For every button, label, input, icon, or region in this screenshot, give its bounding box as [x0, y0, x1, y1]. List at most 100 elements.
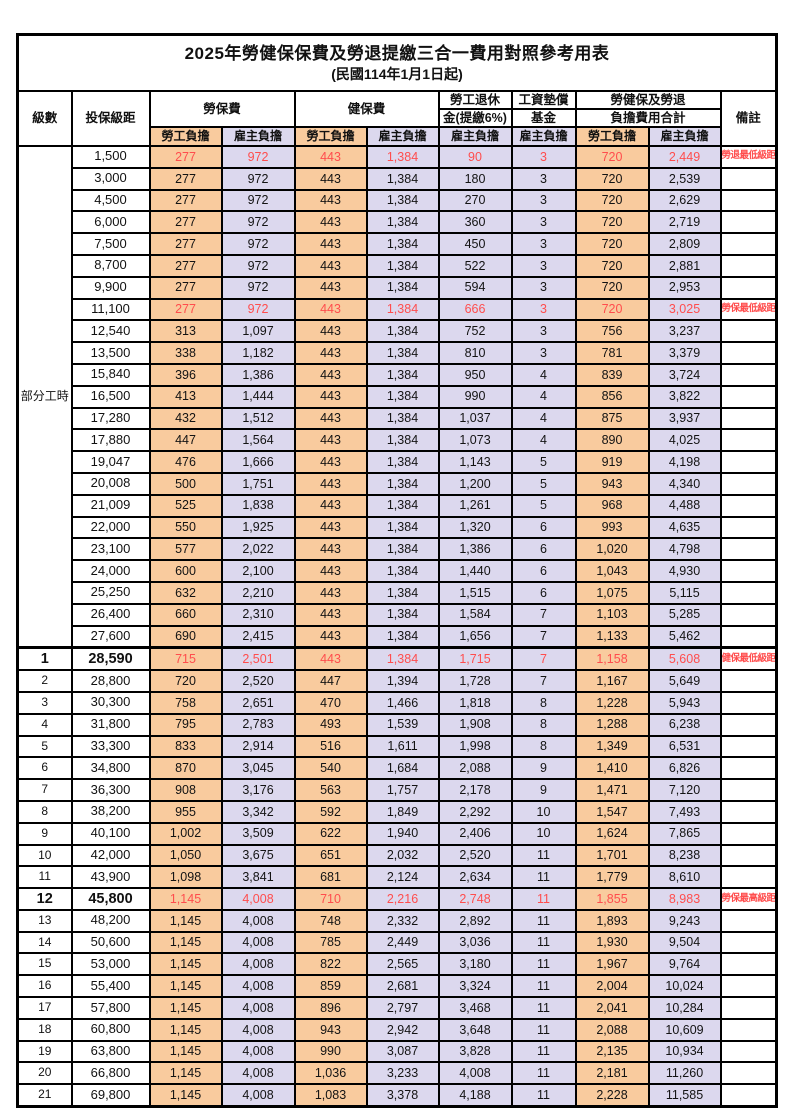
table-row: 9,900 277 972 443 1,384 594 3 720 2,953: [18, 275, 778, 300]
remark-cell: 勞保最低級距: [719, 297, 778, 322]
remark-cell: [719, 341, 778, 365]
value-cell: 4,008: [220, 1061, 296, 1086]
level-cell: 2: [16, 669, 73, 693]
value-cell: 443: [293, 362, 368, 387]
value-cell: 4,008: [220, 1039, 296, 1064]
table-row: 17 57,800 1,145 4,008 896 2,797 3,468 11 2,041 10…: [16, 996, 778, 1020]
remark-cell: [719, 515, 778, 540]
value-cell: 4,340: [647, 471, 722, 496]
value-cell: 1,908: [437, 712, 513, 737]
value-cell: 1,103: [574, 602, 650, 627]
remark-cell: [719, 690, 778, 715]
value-cell: 3: [510, 232, 577, 256]
value-cell: 277: [148, 166, 223, 191]
bracket-cell: 20,008: [70, 471, 151, 496]
subheader-labor-employer: 雇主負擔: [220, 126, 296, 147]
value-cell: 1,073: [437, 428, 513, 453]
value-cell: 1,167: [574, 669, 650, 693]
col-header-remark: 備註: [719, 90, 778, 147]
value-cell: 3: [510, 341, 577, 365]
value-cell: 972: [220, 253, 296, 278]
col-header-total-line2: 負擔費用合計: [574, 108, 722, 128]
value-cell: 3,036: [437, 930, 513, 955]
value-cell: 277: [148, 145, 223, 169]
value-cell: 781: [574, 341, 650, 365]
value-cell: 1,611: [365, 734, 440, 759]
value-cell: 833: [148, 734, 223, 759]
value-cell: 1,584: [437, 602, 513, 627]
table-row: 6,000 277 972 443 1,384 360 3 720 2,719: [18, 210, 778, 235]
value-cell: 1,145: [148, 930, 223, 955]
col-header-total-line1: 勞健保及勞退: [574, 90, 722, 110]
value-cell: 1,384: [365, 624, 440, 649]
value-cell: 10,024: [647, 974, 722, 999]
level-cell: 18: [16, 1017, 73, 1042]
value-cell: 2,100: [220, 559, 296, 583]
remark-cell: 勞保最高級距: [719, 887, 778, 911]
table-row: 8,700 277 972 443 1,384 522 3 720 2,881: [18, 253, 778, 278]
value-cell: 600: [148, 559, 223, 583]
table-row: 14 50,600 1,145 4,008 785 2,449 3,036 11 1,930 9,…: [16, 930, 778, 955]
table-row: 23,100 577 2,022 443 1,384 1,386 6 1,020 4,798: [18, 537, 778, 562]
value-cell: 443: [293, 624, 368, 649]
value-cell: 4,635: [647, 515, 722, 540]
remark-cell: [719, 275, 778, 300]
remark-cell: [719, 778, 778, 802]
value-cell: 2,539: [647, 166, 722, 191]
value-cell: 4,008: [220, 974, 296, 999]
table-row: 6 34,800 870 3,045 540 1,684 2,088 9 1,410 6,826: [16, 756, 778, 781]
value-cell: 9,764: [647, 952, 722, 977]
table-row: 17,880 447 1,564 443 1,384 1,073 4 890 4,025: [18, 428, 778, 453]
value-cell: 3,180: [437, 952, 513, 977]
value-cell: 594: [437, 275, 513, 300]
value-cell: 443: [293, 275, 368, 300]
value-cell: 720: [574, 145, 650, 169]
subheader-total-employee: 勞工負擔: [574, 126, 650, 147]
col-header-wage-fund-line1: 工資墊償: [510, 90, 577, 110]
value-cell: 4: [510, 428, 577, 453]
value-cell: 1,050: [148, 843, 223, 868]
value-cell: 3,378: [365, 1083, 440, 1108]
value-cell: 592: [293, 799, 368, 824]
value-cell: 1,145: [148, 1061, 223, 1086]
value-cell: 563: [293, 778, 368, 802]
value-cell: 720: [574, 253, 650, 278]
bracket-cell: 57,800: [70, 996, 151, 1020]
value-cell: 3,841: [220, 865, 296, 890]
value-cell: 1,384: [365, 493, 440, 518]
value-cell: 1,143: [437, 450, 513, 474]
value-cell: 5,462: [647, 624, 722, 649]
value-cell: 1,384: [365, 384, 440, 409]
value-cell: 1,779: [574, 865, 650, 890]
value-cell: 3,324: [437, 974, 513, 999]
bracket-cell: 13,500: [70, 341, 151, 365]
value-cell: 550: [148, 515, 223, 540]
value-cell: 839: [574, 362, 650, 387]
value-cell: 338: [148, 341, 223, 365]
value-cell: 1,098: [148, 865, 223, 890]
value-cell: 90: [437, 145, 513, 169]
remark-cell: [719, 974, 778, 999]
value-cell: 11,585: [647, 1083, 722, 1108]
value-cell: 5,608: [647, 646, 722, 672]
value-cell: 875: [574, 406, 650, 431]
value-cell: 8,610: [647, 865, 722, 890]
value-cell: 720: [574, 275, 650, 300]
value-cell: 413: [148, 384, 223, 409]
value-cell: 2,124: [365, 865, 440, 890]
col-header-level: 級數: [16, 90, 73, 147]
value-cell: 7: [510, 602, 577, 627]
value-cell: 396: [148, 362, 223, 387]
value-cell: 1,145: [148, 952, 223, 977]
table-row: 15 53,000 1,145 4,008 822 2,565 3,180 11 1,967 9,…: [16, 952, 778, 977]
value-cell: 313: [148, 319, 223, 344]
bracket-cell: 25,250: [70, 580, 151, 605]
value-cell: 1,145: [148, 974, 223, 999]
remark-cell: [719, 734, 778, 759]
table-header: 2025年勞健保保費及勞退提繳三合一費用對照參考用表 (民國114年1月1日起)…: [16, 33, 778, 147]
table-row: 19 63,800 1,145 4,008 990 3,087 3,828 11 2,135 10…: [16, 1039, 778, 1064]
remark-cell: [719, 1017, 778, 1042]
value-cell: 2,748: [437, 887, 513, 911]
table-row: 部分工時 1,500 277 972 443 1,384 90 3 720 2,449 勞退最低級距: [16, 145, 778, 649]
value-cell: 1,818: [437, 690, 513, 715]
